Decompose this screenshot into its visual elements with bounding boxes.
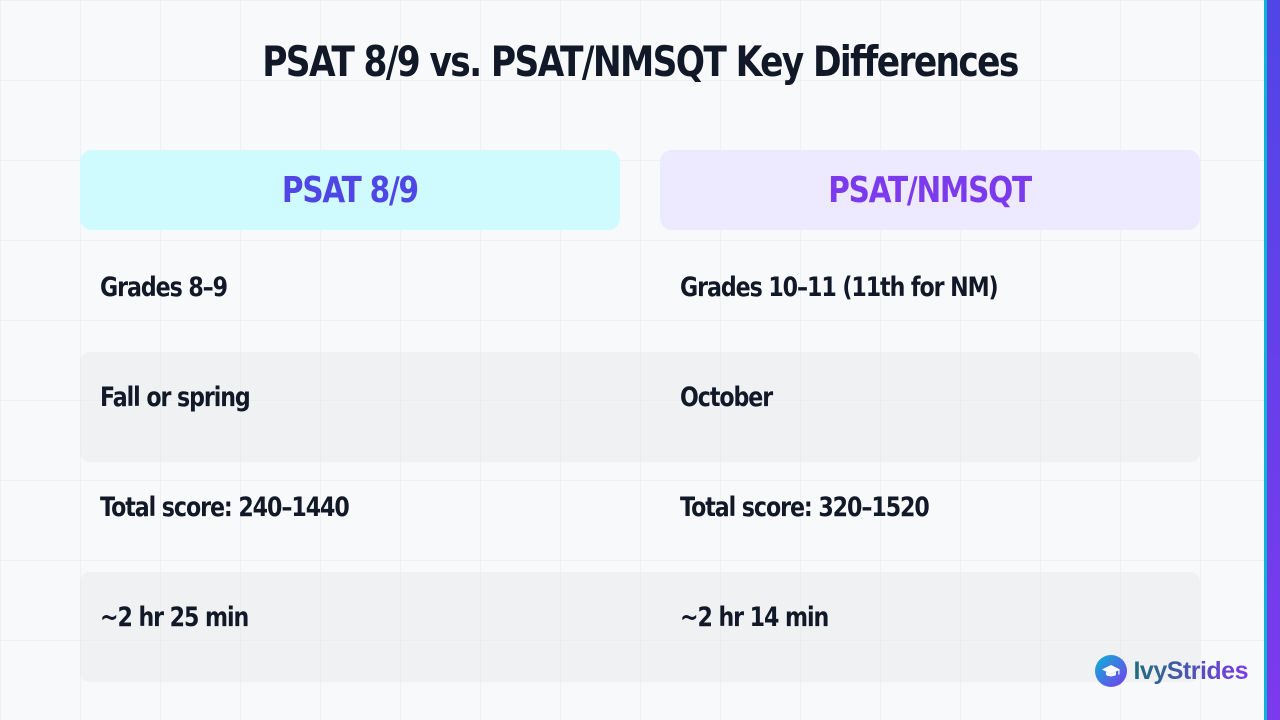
comparison-row-grades: Grades 8–9 Grades 10–11 (11th for NM) — [80, 242, 1200, 352]
brand-name: IvyStrides — [1133, 656, 1248, 685]
comparison-row-duration: ~2 hr 25 min ~2 hr 14 min — [80, 572, 1200, 682]
column-header-label: PSAT 8/9 — [282, 169, 419, 211]
row-cell-right: October — [680, 382, 773, 413]
brand-logo-lockup: IvyStrides — [1095, 655, 1248, 687]
column-header-psat-8-9: PSAT 8/9 — [80, 150, 620, 230]
row-cell-left: Fall or spring — [100, 382, 251, 413]
row-cell-left: Total score: 240–1440 — [100, 492, 350, 523]
comparison-row-score: Total score: 240–1440 Total score: 320–1… — [80, 462, 1200, 572]
column-header-label: PSAT/NMSQT — [828, 169, 1033, 211]
row-cell-right: ~2 hr 14 min — [680, 602, 829, 633]
row-cell-right: Total score: 320–1520 — [680, 492, 930, 523]
accent-edge-bar — [1264, 0, 1280, 720]
graduation-cap-icon — [1095, 655, 1128, 687]
row-cell-left: Grades 8–9 — [100, 272, 228, 303]
page-title: PSAT 8/9 vs. PSAT/NMSQT Key Differences — [262, 37, 1019, 86]
comparison-row-timing: Fall or spring October — [80, 352, 1200, 462]
row-cell-right: Grades 10–11 (11th for NM) — [680, 272, 999, 303]
column-header-psat-nmsqt: PSAT/NMSQT — [660, 150, 1200, 230]
row-cell-left: ~2 hr 25 min — [100, 602, 249, 633]
